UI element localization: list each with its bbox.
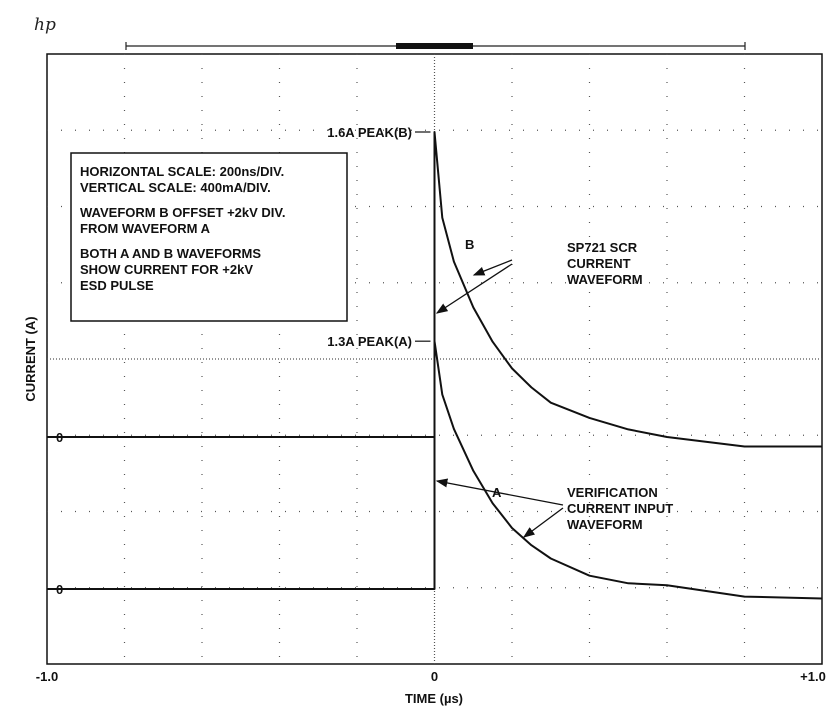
scr-label-line: CURRENT	[567, 256, 631, 271]
trace-letter: B	[465, 237, 474, 252]
info-line: ESD PULSE	[80, 278, 154, 293]
trace-a	[47, 340, 823, 600]
hp-logo: hp	[34, 15, 56, 35]
traces	[47, 131, 823, 600]
peak-label: 1.6A PEAK(B)	[327, 125, 412, 140]
leader-arrow	[435, 478, 564, 506]
scr-label-line: WAVEFORM	[567, 272, 643, 287]
x-tick-label: -1.0	[36, 669, 58, 684]
verify-label-line: VERIFICATION	[567, 485, 658, 500]
annotations: SP721 SCR CURRENT WAVEFORM VERIFICATION …	[567, 240, 673, 532]
peak-label: 1.3A PEAK(A)	[327, 334, 412, 349]
leader-arrow	[435, 263, 513, 314]
leader-arrow	[472, 259, 513, 276]
info-line: WAVEFORM B OFFSET +2kV DIV.	[80, 205, 286, 220]
zero-marker: 0	[56, 582, 63, 597]
info-line: FROM WAVEFORM A	[80, 221, 211, 236]
x-axis-label: TIME (µs)	[405, 691, 463, 706]
zero-marker: 0	[56, 430, 63, 445]
info-line: VERTICAL SCALE: 400mA/DIV.	[80, 180, 271, 195]
verify-label-line: WAVEFORM	[567, 517, 643, 532]
info-line: HORIZONTAL SCALE: 200ns/DIV.	[80, 164, 284, 179]
info-line: BOTH A AND B WAVEFORMS	[80, 246, 261, 261]
verify-label-line: CURRENT INPUT	[567, 501, 673, 516]
x-tick-label: 0	[431, 669, 438, 684]
x-tick-label: +1.0	[800, 669, 826, 684]
trace-b	[47, 131, 822, 448]
leader-arrow	[522, 507, 564, 538]
scr-label-line: SP721 SCR	[567, 240, 638, 255]
info-box: HORIZONTAL SCALE: 200ns/DIV. VERTICAL SC…	[70, 152, 348, 322]
info-line: SHOW CURRENT FOR +2kV	[80, 262, 253, 277]
timebase-bar	[125, 42, 746, 50]
y-axis-label: CURRENT (A)	[23, 316, 38, 401]
